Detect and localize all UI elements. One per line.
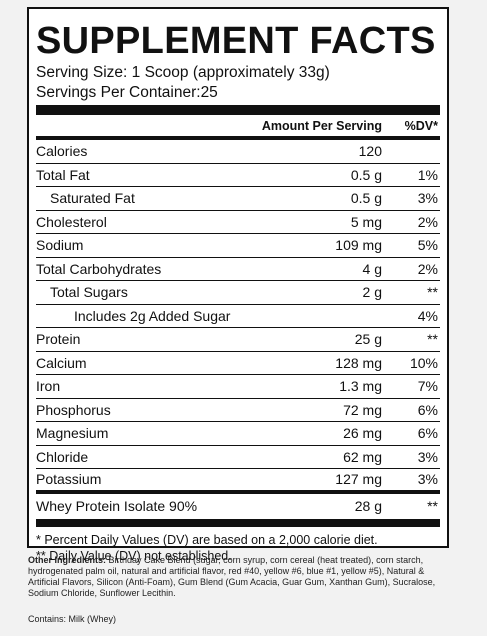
amount-header: Amount Per Serving	[261, 118, 382, 133]
nutrient-dv: 4%	[417, 307, 438, 324]
nutrient-amount: 4 g	[362, 260, 382, 277]
nutrient-name: Magnesium	[36, 425, 109, 442]
allergen-contains: Contains: Milk (Whey)	[28, 614, 117, 624]
nutrient-name: Includes 2g Added Sugar	[74, 307, 231, 324]
nutrient-dv: 10%	[409, 354, 438, 371]
whey-amount: 28 g	[354, 497, 382, 514]
divider-thick-bottom	[36, 518, 440, 527]
table-row: Phosphorus 72 mg 6%	[36, 399, 440, 422]
nutrient-amount: 5 mg	[350, 213, 382, 230]
table-row: Cholesterol 5 mg 2%	[36, 211, 440, 234]
table-row: Total Fat 0.5 g 1%	[36, 164, 440, 187]
table-header: Amount Per Serving %DV*	[36, 115, 440, 140]
nutrient-name: Total Fat	[36, 166, 90, 183]
nutrient-amount: 1.3 mg	[339, 378, 382, 395]
divider-thick	[36, 105, 440, 115]
nutrient-name: Cholesterol	[36, 213, 107, 230]
nutrient-amount: 25 g	[354, 331, 382, 348]
nutrient-dv: 2%	[417, 260, 438, 277]
table-row: Saturated Fat 0.5 g 3%	[36, 187, 440, 211]
nutrient-amount: 2 g	[362, 284, 382, 301]
nutrient-name: Calcium	[36, 354, 87, 371]
table-row: Iron 1.3 mg 7%	[36, 375, 440, 399]
whey-name: Whey Protein Isolate 90%	[36, 497, 198, 514]
whey-dv: **	[427, 497, 438, 514]
table-row: Calcium 128 mg 10%	[36, 352, 440, 375]
nutrient-amount: 128 mg	[335, 354, 382, 371]
ingredients-label: Other Ingredients:	[28, 555, 107, 565]
nutrient-amount: 72 mg	[343, 401, 382, 418]
nutrient-name: Total Sugars	[50, 284, 128, 301]
nutrient-dv: 6%	[417, 401, 438, 418]
nutrient-name: Protein	[36, 331, 81, 348]
nutrient-name: Chloride	[36, 448, 89, 465]
table-row: Includes 2g Added Sugar 4%	[36, 305, 440, 328]
nutrient-amount: 62 mg	[343, 448, 382, 465]
nutrient-dv: 3%	[417, 471, 438, 488]
nutrient-name: Iron	[36, 378, 61, 395]
table-row: Total Carbohydrates 4 g 2%	[36, 258, 440, 281]
servings-value: 25	[200, 84, 218, 101]
nutrient-dv: 3%	[417, 448, 438, 465]
nutrient-dv: 3%	[417, 190, 438, 207]
table-row: Total Sugars 2 g **	[36, 281, 440, 305]
nutrient-dv: 5%	[417, 237, 438, 254]
nutrient-dv: **	[427, 284, 438, 301]
servings-label: Servings Per Container:	[36, 84, 201, 101]
nutrient-dv: 2%	[417, 213, 438, 230]
other-ingredients: Other Ingredients: Birthday Cake Blend (…	[28, 555, 448, 599]
table-row: Chloride 62 mg 3%	[36, 446, 440, 469]
table-row: Sodium 109 mg 5%	[36, 234, 440, 258]
nutrient-amount: 109 mg	[335, 237, 382, 254]
nutrient-name: Sodium	[36, 237, 84, 254]
serving-size-label: Serving Size:	[36, 64, 128, 81]
nutrient-amount: 0.5 g	[350, 166, 382, 183]
nutrient-name: Calories	[36, 143, 88, 160]
table-row: Potassium 127 mg 3%	[36, 469, 440, 494]
supplement-facts-panel: SUPPLEMENT FACTS Serving Size: 1 Scoop (…	[27, 7, 449, 563]
footnote-not-established: ** Daily Value (DV) not established.	[36, 548, 232, 563]
nutrient-dv: 7%	[417, 378, 438, 395]
nutrient-name: Phosphorus	[36, 401, 111, 418]
dv-header: %DV*	[404, 118, 438, 133]
nutrient-amount: 127 mg	[335, 471, 382, 488]
footnotes: * Percent Daily Values (DV) are based on…	[36, 532, 440, 564]
serving-size: Serving Size: 1 Scoop (approximately 33g…	[36, 63, 440, 83]
table-row: Protein 25 g **	[36, 328, 440, 352]
nutrient-dv: 6%	[417, 425, 438, 442]
footnote-dv: * Percent Daily Values (DV) are based on…	[36, 532, 378, 547]
table-row: Magnesium 26 mg 6%	[36, 422, 440, 446]
nutrient-dv: **	[427, 331, 438, 348]
serving-size-value: 1 Scoop (approximately 33g)	[131, 64, 330, 81]
nutrient-name: Saturated Fat	[50, 190, 135, 207]
nutrient-name: Potassium	[36, 471, 102, 488]
table-row: Calories 120	[36, 140, 440, 164]
nutrient-dv: 1%	[417, 166, 438, 183]
ingredients-text: Birthday Cake Blend (sugar, corn syrup, …	[28, 555, 436, 598]
nutrient-amount: 0.5 g	[350, 190, 382, 207]
nutrient-amount: 26 mg	[343, 425, 382, 442]
nutrient-rows: Calories 120 Total Fat 0.5 g 1% Saturate…	[36, 140, 440, 494]
panel-title: SUPPLEMENT FACTS	[36, 20, 436, 62]
nutrient-amount: 120	[358, 143, 382, 160]
servings-per-container: Servings Per Container:25	[36, 83, 440, 103]
whey-row: Whey Protein Isolate 90% 28 g **	[36, 494, 440, 518]
nutrient-name: Total Carbohydrates	[36, 260, 162, 277]
